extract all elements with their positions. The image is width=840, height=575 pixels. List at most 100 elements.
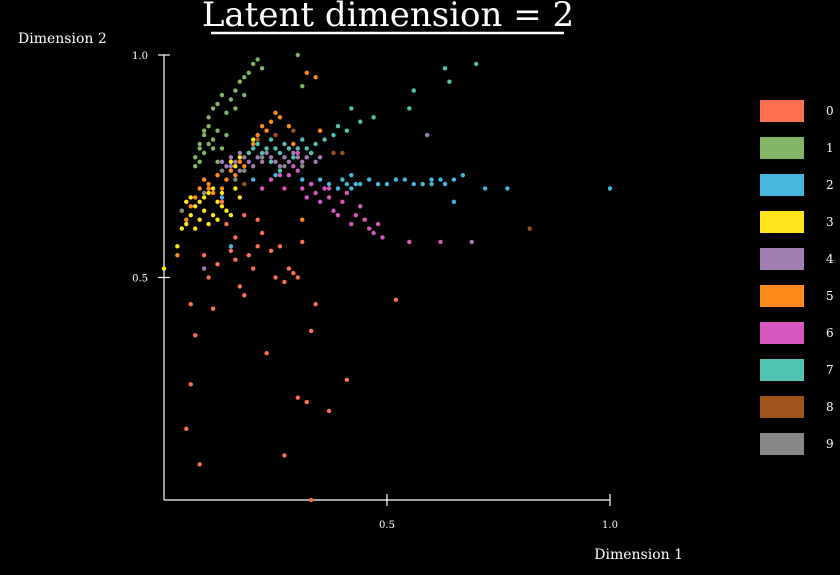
point-class-7	[474, 61, 479, 67]
point-class-0	[184, 426, 189, 431]
point-class-9	[300, 164, 305, 169]
point-class-2	[375, 181, 381, 187]
point-class-3	[251, 137, 256, 142]
point-class-7	[308, 150, 314, 156]
point-class-6	[308, 181, 314, 187]
point-class-5	[313, 75, 318, 80]
legend-swatch-6	[760, 322, 804, 344]
point-class-7	[264, 146, 269, 151]
point-class-0	[206, 275, 211, 280]
point-class-7	[411, 88, 416, 93]
point-class-2	[366, 177, 372, 182]
point-class-7	[442, 66, 448, 71]
point-class-3	[215, 199, 220, 205]
point-class-5	[300, 217, 305, 222]
point-class-6	[326, 186, 332, 191]
point-class-4	[228, 164, 234, 169]
point-class-7	[251, 146, 256, 151]
legend-label-9: 9	[826, 437, 834, 451]
point-class-3	[193, 204, 198, 209]
point-class-0	[326, 408, 332, 414]
point-class-6	[282, 186, 287, 191]
point-class-6	[366, 226, 372, 231]
point-class-0	[264, 350, 269, 356]
legend-label-1: 1	[826, 141, 834, 155]
point-class-3	[206, 221, 211, 227]
point-class-6	[407, 239, 412, 245]
point-class-7	[349, 106, 354, 111]
point-class-2	[340, 177, 345, 182]
point-class-5	[233, 172, 238, 178]
point-class-6	[331, 208, 336, 213]
point-class-5	[219, 186, 225, 191]
point-class-0	[237, 284, 243, 289]
point-class-7	[371, 115, 376, 120]
point-class-2	[451, 199, 457, 205]
point-class-7	[273, 146, 278, 151]
point-class-7	[259, 150, 265, 156]
point-class-0	[246, 253, 251, 258]
point-class-5	[175, 253, 180, 258]
point-class-2	[451, 177, 457, 182]
point-class-2	[607, 186, 613, 191]
point-class-3	[184, 221, 189, 227]
point-class-0	[295, 275, 300, 280]
x-tick-label: 0.5	[379, 520, 395, 531]
legend-label-4: 4	[826, 252, 834, 266]
point-class-1	[246, 70, 251, 76]
point-class-1	[210, 106, 216, 111]
point-class-2	[429, 181, 434, 187]
y-axis-label: Dimension 2	[18, 31, 107, 47]
point-class-4	[255, 155, 260, 160]
point-class-6	[277, 172, 283, 178]
point-class-1	[295, 52, 300, 58]
point-class-4	[219, 159, 225, 164]
point-class-1	[206, 141, 211, 147]
point-class-2	[429, 177, 434, 182]
x-tick-label: 1.0	[602, 520, 618, 531]
point-class-1	[219, 146, 225, 151]
scatter-points	[161, 52, 613, 503]
point-class-6	[362, 217, 367, 222]
point-class-3	[188, 213, 193, 218]
point-class-7	[282, 141, 287, 147]
point-class-2	[219, 195, 225, 200]
point-class-6	[340, 199, 345, 205]
point-class-2	[317, 177, 323, 182]
point-class-4	[237, 150, 243, 156]
point-class-0	[300, 239, 305, 245]
point-class-3	[175, 244, 180, 249]
point-class-8	[527, 226, 532, 231]
point-class-5	[184, 217, 189, 222]
point-class-5	[215, 172, 220, 178]
point-class-0	[242, 293, 247, 298]
point-class-7	[291, 155, 296, 160]
point-class-4	[282, 155, 287, 160]
point-class-1	[251, 61, 256, 67]
point-class-0	[233, 235, 238, 240]
point-class-2	[344, 181, 350, 187]
point-class-5	[317, 128, 323, 133]
point-class-1	[224, 132, 229, 138]
point-class-0	[242, 213, 247, 218]
point-class-2	[349, 186, 354, 191]
point-class-6	[304, 195, 309, 200]
point-class-0	[268, 248, 274, 253]
point-class-1	[197, 159, 202, 164]
point-class-4	[268, 155, 274, 160]
point-class-0	[286, 266, 292, 271]
point-class-5	[251, 141, 256, 147]
legend-swatch-7	[760, 359, 804, 381]
point-class-3	[215, 217, 220, 222]
point-class-0	[219, 199, 225, 205]
point-class-1	[197, 146, 202, 151]
point-class-1	[201, 150, 207, 156]
point-class-5	[237, 159, 243, 164]
point-class-7	[335, 124, 341, 129]
point-class-4	[304, 155, 309, 160]
legend-label-5: 5	[826, 289, 834, 303]
point-class-5	[304, 70, 309, 76]
point-class-7	[277, 150, 283, 156]
point-class-0	[282, 279, 287, 285]
point-class-6	[353, 213, 358, 218]
